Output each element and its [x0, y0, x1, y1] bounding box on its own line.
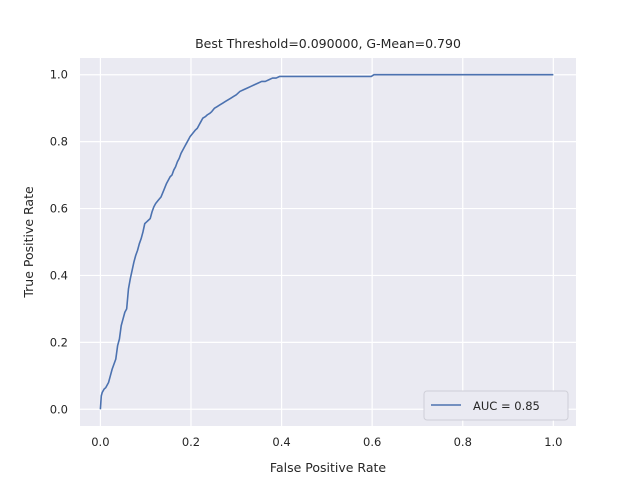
x-tick-labels: 0.0 0.2 0.4 0.6 0.8 1.0	[91, 435, 562, 449]
x-axis-label: False Positive Rate	[270, 460, 386, 475]
x-tick-label: 0.2	[182, 435, 200, 449]
y-tick-label: 0.8	[50, 135, 68, 149]
x-tick-label: 0.6	[363, 435, 381, 449]
y-tick-label: 1.0	[50, 68, 68, 82]
y-tick-label: 0.2	[50, 335, 68, 349]
y-tick-label: 0.0	[50, 402, 68, 416]
chart-title: Best Threshold=0.090000, G-Mean=0.790	[195, 36, 461, 51]
legend: AUC = 0.85	[423, 390, 569, 421]
legend-label: AUC = 0.85	[473, 399, 540, 413]
plot-background	[80, 58, 576, 426]
y-tick-label: 0.6	[50, 202, 68, 216]
x-tick-label: 0.4	[272, 435, 290, 449]
roc-curve-line	[99, 73, 554, 410]
y-tick-label: 0.4	[50, 268, 68, 282]
x-tick-label: 0.8	[454, 435, 472, 449]
legend-box	[423, 390, 569, 421]
x-tick-label: 1.0	[544, 435, 562, 449]
x-gridlines	[99, 58, 554, 426]
y-axis-label: True Positive Rate	[21, 186, 36, 299]
x-tick-label: 0.0	[91, 435, 109, 449]
y-tick-labels: 0.0 0.2 0.4 0.6 0.8 1.0	[50, 68, 68, 417]
